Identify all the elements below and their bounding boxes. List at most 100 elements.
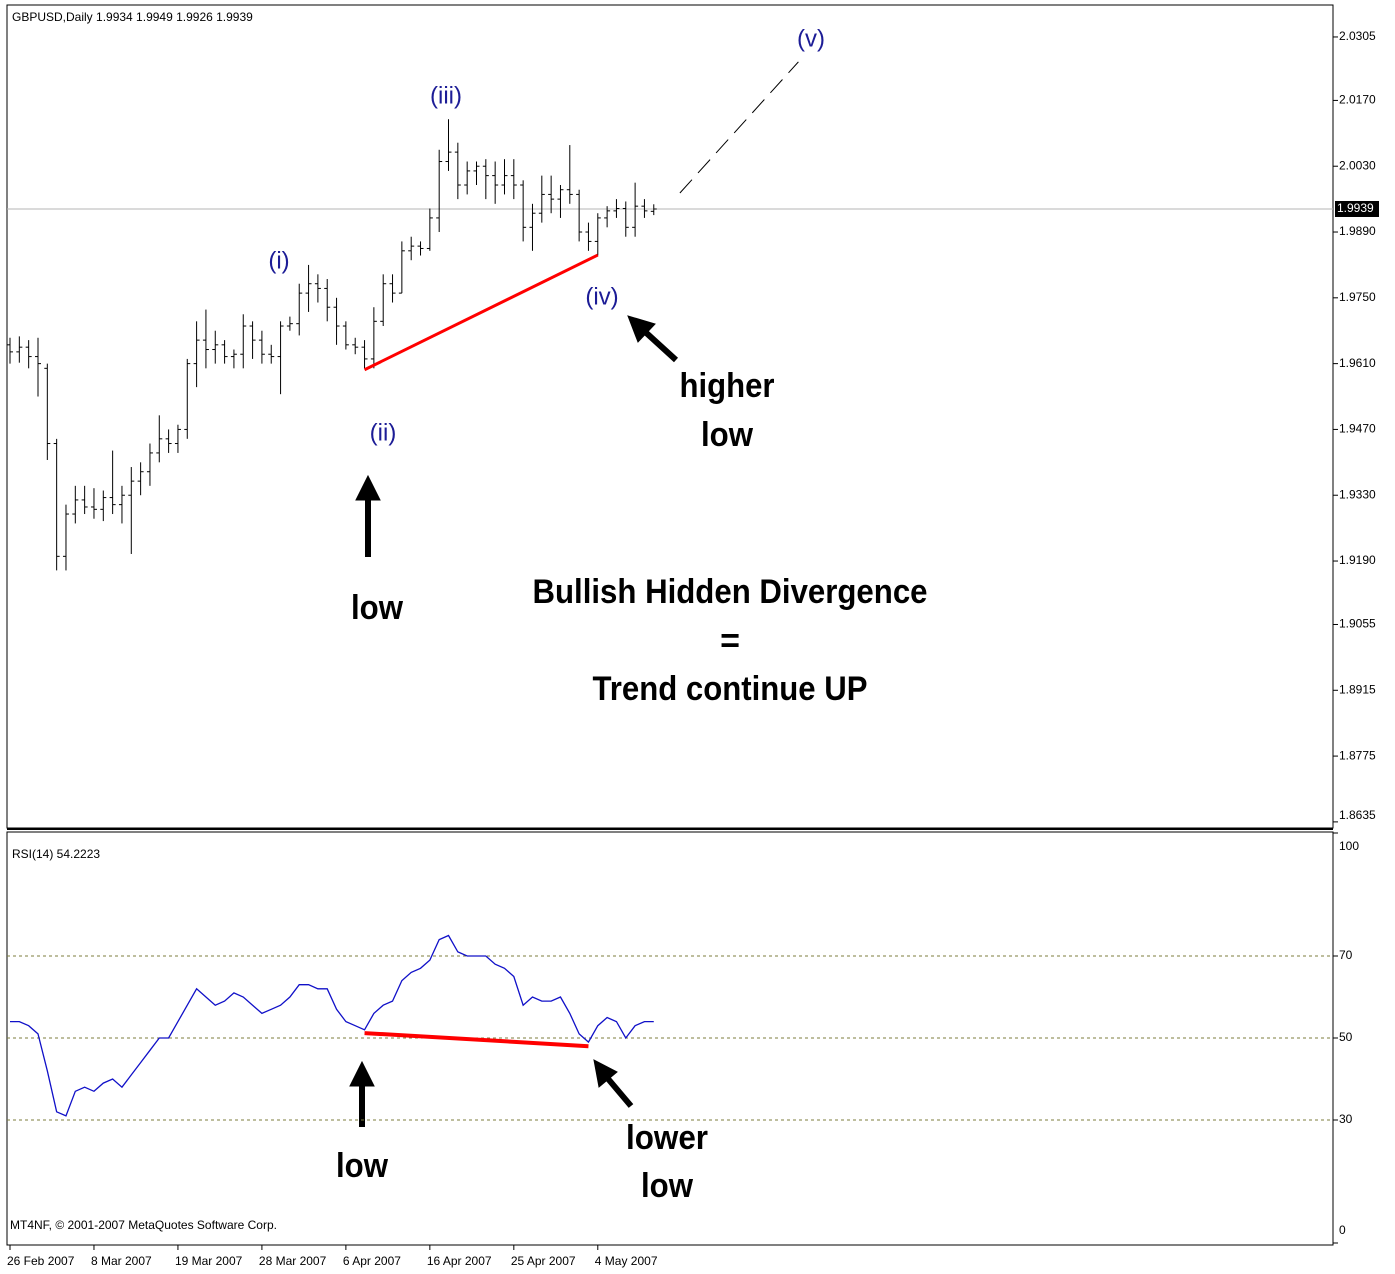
y-tick-label: 1.9190 [1339,553,1376,567]
ohlc-bar [566,145,573,204]
last-price-label: 1.9939 [1337,201,1374,215]
ohlc-bar [221,340,228,364]
ohlc-bar [538,175,545,223]
ohlc-bar [128,467,135,554]
arrow-head [349,1060,375,1087]
y-tick-label: 0 [1339,1223,1346,1237]
ohlc-bar [16,336,23,363]
ohlc-bar [25,340,32,369]
ohlc-bar [510,159,517,200]
y-tick-label: 1.9610 [1339,356,1376,370]
conclusion: Trend continue UP [593,670,868,708]
ohlc-bar [109,450,116,515]
ohlc-bar [165,429,172,453]
annotation: low [336,1147,388,1185]
arrow [639,326,679,363]
ohlc-bar [193,321,200,388]
ohlc-bar [249,321,256,359]
ohlc-bar [314,274,321,303]
ohlc-bar [529,203,536,251]
ohlc-bar [361,340,368,369]
ohlc-bar [277,321,284,395]
ohlc-bar [230,349,237,369]
ohlc-bar [53,438,60,571]
ohlc-bar [389,274,396,303]
y-tick-label: 1.8775 [1339,748,1376,762]
x-tick-label: 4 May 2007 [595,1254,658,1268]
ohlc-bar [604,206,611,228]
y-tick-label: 1.9055 [1339,617,1376,631]
x-tick-label: 8 Mar 2007 [91,1254,152,1268]
last-price-box [1335,200,1379,217]
wave-label: (iii) [430,82,462,109]
footer: MT4NF, © 2001-2007 MetaQuotes Software C… [10,1218,277,1232]
y-tick-label: 1.8915 [1339,682,1376,696]
ohlc-bar [174,424,181,453]
y-tick-label: 1.9750 [1339,290,1376,304]
ohlc-bar [212,330,219,364]
annotation: low [351,589,403,627]
ohlc-bar [268,344,275,364]
y-tick-label: 1.9470 [1339,422,1376,436]
x-tick-label: 25 Apr 2007 [511,1254,576,1268]
ohlc-bar [482,159,489,200]
ohlc-bar [296,283,303,336]
ohlc-bar [81,485,88,515]
ohlc-bar [454,142,461,200]
wave-label: (iv) [585,283,618,310]
y-tick-label: 2.0030 [1339,158,1376,172]
ohlc-bar [146,443,153,486]
ohlc-bar [184,358,191,439]
ohlc-bar [613,199,620,218]
x-tick-label: 28 Mar 2007 [259,1254,327,1268]
rsi-title: RSI(14) 54.2223 [12,847,100,861]
chart-title: GBPUSD,Daily 1.9934 1.9949 1.9926 1.9939 [12,10,253,24]
y-tick-label: 1.9330 [1339,487,1376,501]
ohlc-bar [342,321,349,350]
ohlc-bar [370,307,377,369]
ohlc-bar [520,180,527,242]
ohlc-bar [100,490,107,522]
ohlc-bar [380,274,387,327]
wave-label: (ii) [370,419,397,446]
ohlc-bar [202,309,209,369]
ohlc-bar [594,213,601,256]
y-tick-label: 70 [1339,948,1353,962]
ohlc-bar [34,337,41,397]
projection-line [679,61,799,194]
ohlc-bar [576,189,583,242]
ohlc-bar [417,241,424,256]
ohlc-bar [641,199,648,218]
ohlc-bar [258,330,265,364]
ohlc-bar [118,485,125,524]
wave-label: (v) [797,25,825,52]
x-tick-label: 16 Apr 2007 [427,1254,492,1268]
annotation: = [720,622,740,660]
ohlc-bar [398,241,405,294]
ohlc-bar [585,222,592,251]
y-tick-label: 2.0305 [1339,29,1376,43]
ohlc-bar [333,297,340,345]
x-tick-label: 19 Mar 2007 [175,1254,243,1268]
ohlc-bar [90,488,97,519]
annotation: low [701,416,753,454]
x-tick-label: 26 Feb 2007 [7,1254,75,1268]
annotation: low [641,1167,693,1205]
y-tick-label: 30 [1339,1112,1353,1126]
y-tick-label: 1.8635 [1339,808,1376,822]
ohlc-bar [7,337,13,364]
headline: Bullish Hidden Divergence [533,573,928,611]
annotation: higher [680,367,775,405]
trendline [363,253,599,372]
ohlc-bar [324,279,331,322]
y-tick-label: 1.9890 [1339,224,1376,238]
ohlc-bar [240,314,247,369]
ohlc-bar [137,462,144,496]
y-tick-label: 50 [1339,1030,1353,1044]
wave-label: (i) [268,247,289,274]
ohlc-bar [305,264,312,312]
annotation: lower [626,1119,708,1157]
x-tick-label: 6 Apr 2007 [343,1254,401,1268]
arrows [349,315,679,1127]
